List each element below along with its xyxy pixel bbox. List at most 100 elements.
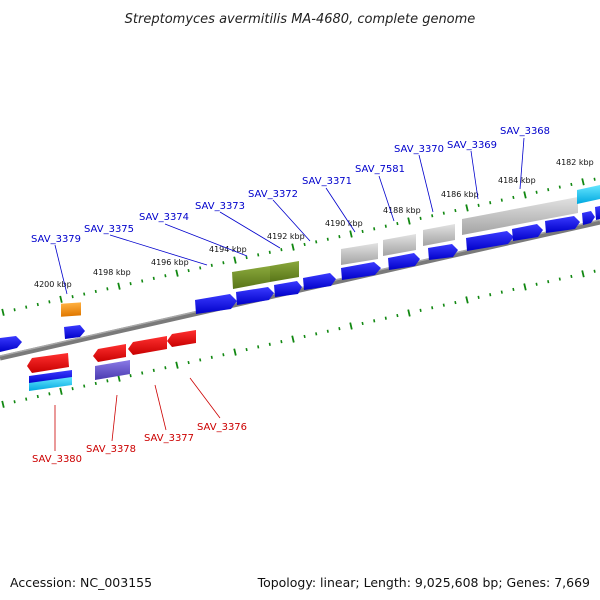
cds-forward-5[interactable] xyxy=(341,262,381,280)
feature-purple-sav3378[interactable] xyxy=(95,360,130,380)
upper-tick-32 xyxy=(373,227,376,231)
upper-tick-48 xyxy=(558,185,561,189)
cds-forward-7[interactable] xyxy=(428,244,458,260)
scale-ticks-lower xyxy=(1,269,596,408)
lower-tick-24 xyxy=(280,340,283,344)
upper-tick-39 xyxy=(454,208,457,213)
gene-label-sav3377[interactable]: SAV_3377 xyxy=(144,433,194,444)
lower-tick-47 xyxy=(547,280,550,284)
gene-label-sav3371[interactable]: SAV_3371 xyxy=(302,176,352,187)
cds-forward-edge-left[interactable] xyxy=(0,336,22,352)
feature-grey-3[interactable] xyxy=(423,224,455,246)
cds-forward-2[interactable] xyxy=(236,287,274,305)
upper-tick-40 xyxy=(465,204,469,212)
upper-tick-4 xyxy=(48,300,51,304)
cds-forward-edge-right[interactable] xyxy=(595,206,600,220)
upper-tick-17 xyxy=(199,266,202,270)
lower-tick-35 xyxy=(407,309,411,317)
leader-sav3369 xyxy=(470,150,479,200)
feature-olive-1[interactable] xyxy=(232,266,270,289)
cds-forward-9[interactable] xyxy=(512,224,543,241)
cds-forward-11[interactable] xyxy=(582,211,595,225)
upper-tick-15 xyxy=(175,269,179,277)
scale-label-4190: 4190 kbp xyxy=(325,219,363,228)
cds-reverse-sav3378[interactable] xyxy=(93,344,126,362)
feature-grey-1[interactable] xyxy=(341,243,378,265)
cds-reverse-sav3376[interactable] xyxy=(167,330,196,347)
cds-reverse-sav3377[interactable] xyxy=(128,336,167,355)
lower-tick-17 xyxy=(199,358,202,362)
upper-tick-22 xyxy=(257,253,260,257)
gene-label-sav3375[interactable]: SAV_3375 xyxy=(84,224,134,235)
reverse-strand-features xyxy=(27,330,196,391)
gene-label-sav3369[interactable]: SAV_3369 xyxy=(447,140,497,151)
cds-forward-sav3379[interactable] xyxy=(64,325,85,339)
cds-forward-1[interactable] xyxy=(195,294,237,314)
upper-tick-0 xyxy=(1,308,5,316)
upper-tick-50 xyxy=(581,178,585,186)
feature-grey-2[interactable] xyxy=(383,234,416,256)
upper-tick-49 xyxy=(570,182,573,187)
lower-tick-13 xyxy=(152,368,155,373)
scale-labels: 4200 kbp 4198 kbp 4196 kbp 4194 kbp 4192… xyxy=(34,158,594,289)
lower-tick-43 xyxy=(500,290,503,294)
upper-tick-9 xyxy=(106,287,109,291)
lower-tick-28 xyxy=(326,329,329,333)
cds-forward-6[interactable] xyxy=(388,253,420,270)
upper-tick-5 xyxy=(59,295,63,303)
gene-label-sav3380[interactable]: SAV_3380 xyxy=(32,454,82,465)
lower-tick-1 xyxy=(13,400,16,404)
gene-label-sav3368[interactable]: SAV_3368 xyxy=(500,126,550,137)
cds-forward-8[interactable] xyxy=(466,231,514,251)
upper-tick-19 xyxy=(222,261,225,265)
feature-grey-4[interactable] xyxy=(462,197,578,235)
scale-label-4184: 4184 kbp xyxy=(498,176,536,185)
cds-forward-10[interactable] xyxy=(545,216,580,233)
lower-tick-49 xyxy=(570,274,573,279)
cds-forward-4[interactable] xyxy=(303,273,336,290)
upper-tick-51 xyxy=(593,177,596,181)
feature-cyan-right[interactable] xyxy=(577,185,600,204)
cds-forward-3[interactable] xyxy=(274,281,302,297)
lower-tick-7 xyxy=(83,384,86,388)
lower-tick-12 xyxy=(141,371,144,375)
cds-reverse-sav3380-blue[interactable] xyxy=(29,370,72,384)
accession-text: Accession: NC_003155 xyxy=(10,575,152,590)
gene-label-sav3379[interactable]: SAV_3379 xyxy=(31,234,81,245)
upper-tick-26 xyxy=(303,242,306,247)
gene-label-sav3376[interactable]: SAV_3376 xyxy=(197,422,247,433)
upper-tick-33 xyxy=(384,224,387,228)
lower-tick-9 xyxy=(106,379,109,383)
cds-reverse-sav3380[interactable] xyxy=(27,353,69,373)
upper-tick-24 xyxy=(280,248,283,252)
scale-label-4182: 4182 kbp xyxy=(556,158,594,167)
lower-tick-40 xyxy=(465,296,469,304)
upper-tick-7 xyxy=(83,292,86,296)
feature-cyan-sav3380[interactable] xyxy=(29,377,72,391)
lower-tick-8 xyxy=(94,381,97,386)
leader-sav3379 xyxy=(54,244,68,295)
upper-tick-12 xyxy=(141,279,144,283)
gene-label-sav7581[interactable]: SAV_7581 xyxy=(355,164,405,175)
lower-tick-45 xyxy=(523,283,527,291)
lower-tick-33 xyxy=(384,316,387,320)
upper-tick-10 xyxy=(117,282,121,290)
gene-label-sav3373[interactable]: SAV_3373 xyxy=(195,201,245,212)
feature-olive-2[interactable] xyxy=(270,261,299,282)
leader-sav3372 xyxy=(272,199,311,242)
upper-tick-3 xyxy=(36,302,39,307)
gene-label-sav3374[interactable]: SAV_3374 xyxy=(139,212,189,223)
gene-label-sav3378[interactable]: SAV_3378 xyxy=(86,444,136,455)
map-title: Streptomyces avermitilis MA-4680, comple… xyxy=(125,12,476,27)
lower-tick-0 xyxy=(1,400,5,408)
lower-tick-18 xyxy=(210,355,213,359)
gene-label-sav3370[interactable]: SAV_3370 xyxy=(394,144,444,155)
scale-label-4198: 4198 kbp xyxy=(93,268,131,277)
gene-label-sav3372[interactable]: SAV_3372 xyxy=(248,189,298,200)
lower-tick-21 xyxy=(245,347,248,352)
lower-tick-6 xyxy=(71,387,74,391)
upper-tick-8 xyxy=(94,289,97,294)
lower-tick-15 xyxy=(175,361,179,369)
feature-orange-sav3379[interactable] xyxy=(61,302,81,317)
